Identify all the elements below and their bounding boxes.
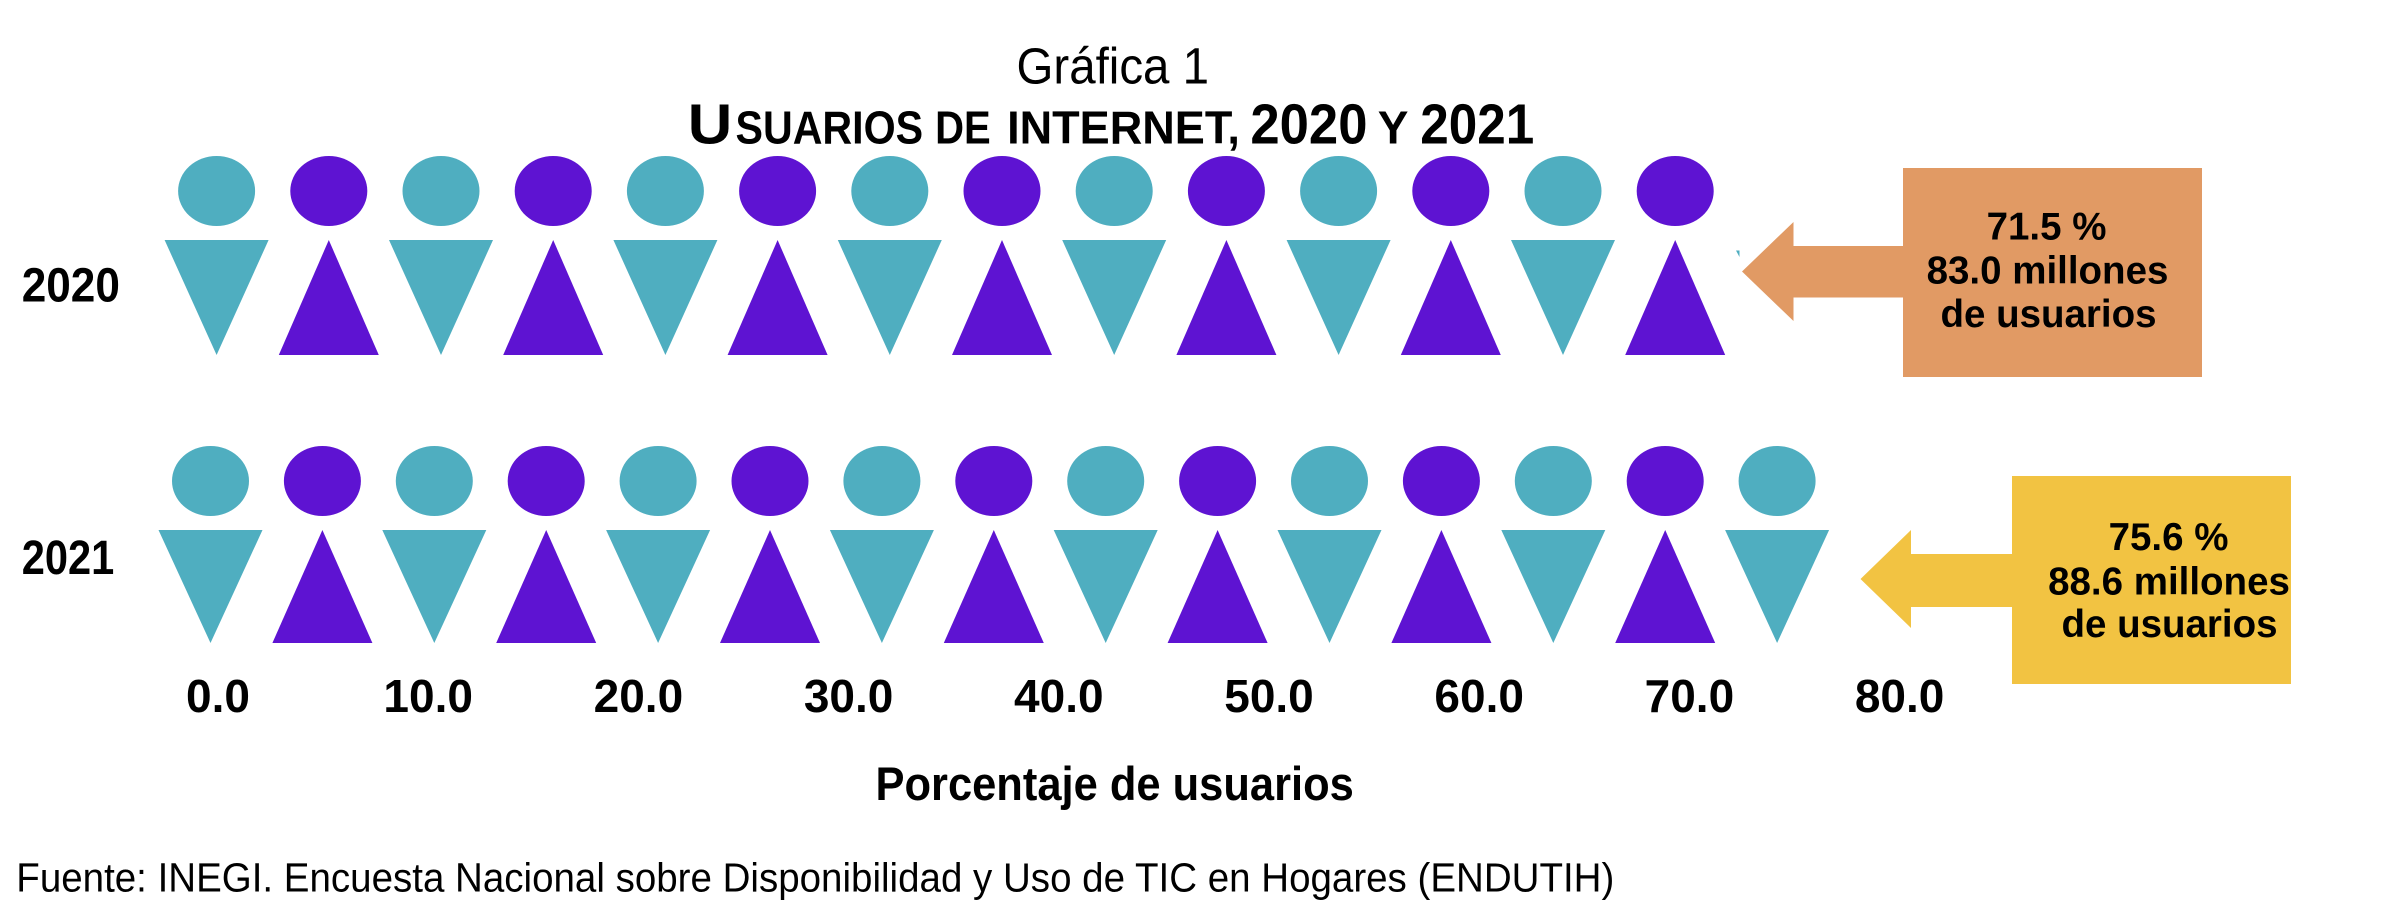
svg-text:Y: Y bbox=[1378, 102, 1409, 154]
svg-text:2020: 2020 bbox=[1250, 93, 1367, 157]
svg-text:DE: DE bbox=[935, 102, 991, 154]
svg-text:Gráfica 1: Gráfica 1 bbox=[1017, 38, 1210, 95]
svg-text:Fuente: INEGI. Encuesta Nacion: Fuente: INEGI. Encuesta Nacional sobre D… bbox=[16, 855, 1614, 901]
svg-text:75.6 %: 75.6 % bbox=[2109, 516, 2229, 559]
svg-text:2021: 2021 bbox=[1420, 93, 1534, 157]
svg-text:INTERNET,: INTERNET, bbox=[1007, 102, 1240, 154]
svg-text:50.0: 50.0 bbox=[1224, 670, 1314, 722]
svg-text:SUARIOS: SUARIOS bbox=[736, 102, 924, 154]
svg-text:10.0: 10.0 bbox=[383, 670, 473, 722]
svg-text:83.0 millones: 83.0 millones bbox=[1927, 250, 2169, 293]
svg-text:71.5 %: 71.5 % bbox=[1987, 206, 2107, 249]
svg-text:60.0: 60.0 bbox=[1434, 670, 1524, 722]
svg-text:88.6 millones: 88.6 millones bbox=[2048, 561, 2290, 604]
svg-text:2021: 2021 bbox=[22, 532, 115, 585]
svg-text:2020: 2020 bbox=[22, 260, 120, 313]
svg-text:0.0: 0.0 bbox=[186, 670, 250, 722]
svg-text:70.0: 70.0 bbox=[1645, 670, 1735, 722]
svg-text:40.0: 40.0 bbox=[1014, 670, 1104, 722]
svg-text:30.0: 30.0 bbox=[804, 670, 894, 722]
svg-text:Porcentaje de usuarios: Porcentaje de usuarios bbox=[876, 758, 1354, 811]
svg-text:de usuarios: de usuarios bbox=[2061, 603, 2277, 646]
svg-text:de usuarios: de usuarios bbox=[1940, 293, 2156, 336]
svg-text:20.0: 20.0 bbox=[594, 670, 684, 722]
svg-text:U: U bbox=[688, 93, 733, 157]
svg-text:80.0: 80.0 bbox=[1855, 670, 1945, 722]
